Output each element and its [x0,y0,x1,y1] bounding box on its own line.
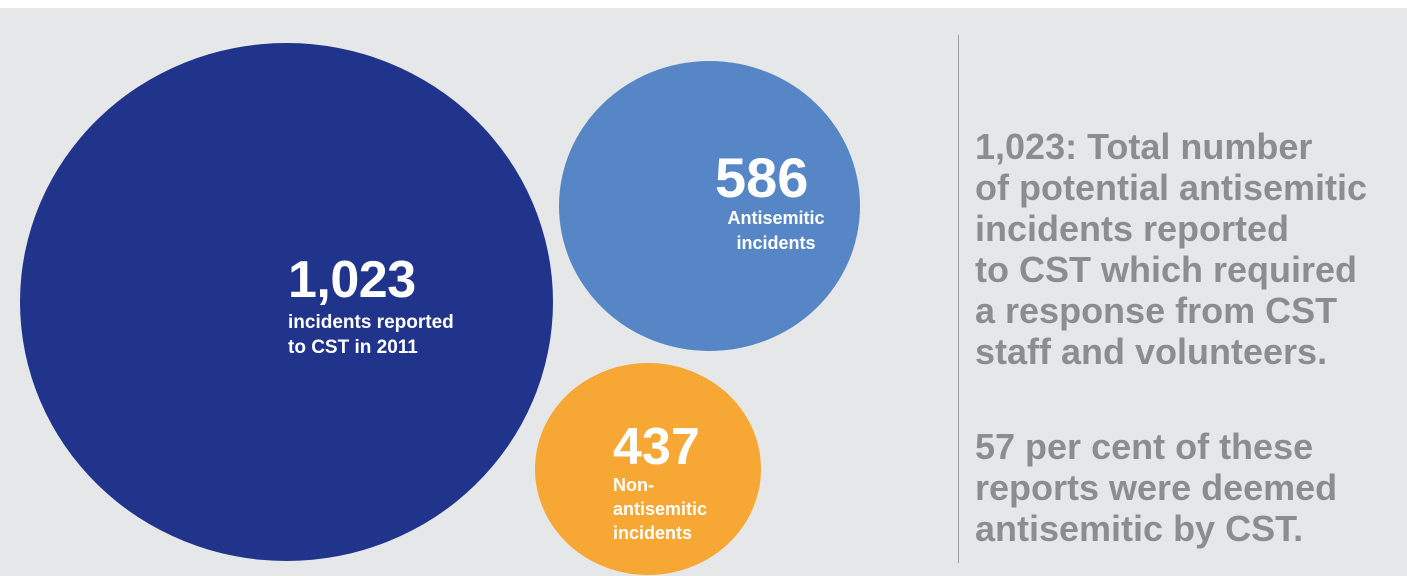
info-line: reports were deemed [975,467,1338,508]
info-paragraph-total: 1,023: Total number of potential antisem… [975,126,1400,372]
bubble-antisemitic-description-line: incidents [736,233,816,253]
info-paragraph-percent: 57 per cent of these reports were deemed… [975,426,1400,549]
vertical-divider [958,35,959,563]
bubble-antisemitic-description-line: Antisemitic [727,208,825,228]
bubble-non-antisemitic-description-line: antisemitic [613,499,708,519]
bubble-antisemitic-description: Antisemitic incidents [715,206,837,256]
bubble-antisemitic-label: 586 Antisemitic incidents [715,150,837,256]
bubble-non-antisemitic-value: 437 [613,418,700,476]
info-line: 57 per cent of these [975,426,1314,467]
info-line: 1,023: Total number [975,126,1313,167]
bubble-total-description-line: to CST in 2011 [288,337,418,358]
bubble-total-description: incidents reported to CST in 2011 [288,310,454,360]
bubble-antisemitic-incidents [559,61,860,351]
bubble-total-label: 1,023 incidents reported to CST in 2011 [288,254,454,360]
infographic-panel: 1,023 incidents reported to CST in 2011 … [0,8,1407,576]
bubble-non-antisemitic-label: 437 Non- antisemitic incidents [613,421,707,545]
bubble-non-antisemitic-description-line: Non- [613,475,654,495]
info-line: a response from CST [975,290,1338,331]
info-line: antisemitic by CST. [975,508,1304,549]
bubble-non-antisemitic-description-line: incidents [613,523,693,543]
bubble-total-description-line: incidents reported [288,312,454,333]
info-line: incidents reported [975,208,1290,249]
info-line: to CST which required [975,249,1358,290]
bubble-total-value: 1,023 [288,251,416,309]
bubble-non-antisemitic-description: Non- antisemitic incidents [613,473,707,545]
bubble-total-incidents [20,43,553,561]
info-line: staff and volunteers. [975,331,1328,372]
info-line: of potential antisemitic [975,167,1368,208]
bubble-antisemitic-value: 586 [715,146,809,209]
bubble-non-antisemitic-incidents [535,363,761,575]
